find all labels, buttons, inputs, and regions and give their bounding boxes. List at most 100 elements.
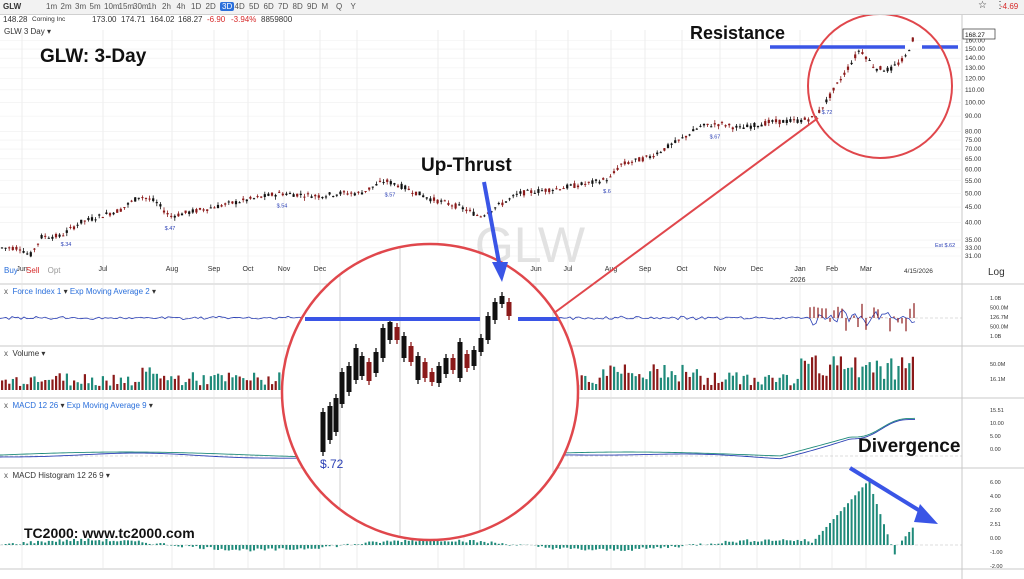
up-thrust-annotation: Up-Thrust <box>421 155 512 176</box>
candle-body <box>879 66 882 70</box>
volume-bar <box>87 383 90 390</box>
timeframe-2h[interactable]: 2h <box>162 2 171 11</box>
hist-bar <box>663 545 666 547</box>
timeframe-10m[interactable]: 10m <box>104 2 120 11</box>
buy-button[interactable]: Buy <box>4 266 18 275</box>
high-value: 174.71 <box>121 15 146 24</box>
hist-bar <box>51 540 54 545</box>
chart-title-label[interactable]: GLW 3 Day ▾ <box>4 27 51 36</box>
timeframe-8d[interactable]: 8D <box>292 2 303 11</box>
timeframe-30m[interactable]: 30m <box>133 2 149 11</box>
timeframe-1m[interactable]: 1m <box>46 2 58 11</box>
hist-bar <box>55 541 57 545</box>
volume-label[interactable]: x Volume ▾ <box>4 349 46 358</box>
hist-bar <box>22 542 25 545</box>
hist-bar <box>541 545 543 547</box>
candle-body <box>900 58 904 62</box>
candle-body <box>681 137 684 139</box>
timeframe-1d[interactable]: 1D <box>191 2 202 11</box>
price-tick-label: 80.00 <box>965 129 982 136</box>
sell-button[interactable]: Sell <box>26 266 40 275</box>
candle-body <box>436 199 439 204</box>
candle-body <box>130 200 133 202</box>
volume-bar <box>699 375 702 390</box>
timeframe-7d[interactable]: 7D <box>278 2 289 11</box>
volume-bar <box>119 377 122 390</box>
timeframe-6d[interactable]: 6D <box>263 2 274 11</box>
macd-hist-axis-label: -1.00 <box>990 550 1003 556</box>
timeframe-2m[interactable]: 2m <box>60 2 72 11</box>
candle-body <box>346 193 349 195</box>
hist-bar <box>623 545 626 551</box>
volume-bar <box>76 382 79 390</box>
symbol-box[interactable]: GLW <box>3 2 21 11</box>
timeframe-9d[interactable]: 9D <box>307 2 318 11</box>
candle-body <box>512 195 515 197</box>
timeframe-m[interactable]: M <box>321 2 329 11</box>
zoom-candle <box>457 342 463 378</box>
candle-body <box>803 117 806 120</box>
hist-bar <box>325 545 327 547</box>
zoom-candle <box>359 356 365 376</box>
hist-bar <box>832 519 835 545</box>
menu-icon[interactable]: ⋮ <box>995 0 1005 11</box>
dividend-marker: $.67 <box>710 134 721 140</box>
time-tick-label: Jan <box>794 266 805 273</box>
timeframe-15m[interactable]: 15m <box>118 2 135 11</box>
volume-bar <box>47 379 50 390</box>
hist-bar <box>879 514 882 545</box>
candle-body <box>231 201 234 204</box>
volume-bar <box>69 385 72 390</box>
macd-label[interactable]: x MACD 12 26 ▾ Exp Moving Average 9 ▾ <box>4 401 153 410</box>
timeframe-5d[interactable]: 5D <box>249 2 260 11</box>
timeframe-2d[interactable]: 2D <box>205 2 216 11</box>
hist-bar <box>613 545 615 551</box>
hist-bar <box>418 539 421 545</box>
price-tick-label: 140.00 <box>965 55 985 62</box>
candle-body <box>504 201 508 203</box>
volume-bar <box>710 384 713 390</box>
hist-bar <box>148 543 151 545</box>
candle-body <box>116 209 119 213</box>
timeframe-5m[interactable]: 5m <box>89 2 101 11</box>
log-scale-label[interactable]: Log <box>988 267 1005 278</box>
hist-bar <box>69 541 72 545</box>
timeframe-3m[interactable]: 3m <box>75 2 87 11</box>
timeframe-1h[interactable]: 1h <box>147 2 157 11</box>
candle-body <box>15 246 18 250</box>
candle-body <box>558 189 562 191</box>
candle-body <box>51 236 54 239</box>
timeframe-3d[interactable]: 3D <box>220 2 235 11</box>
force-index-label[interactable]: x Force Index 1 ▾ Exp Moving Average 2 ▾ <box>4 287 156 296</box>
star-icon[interactable]: ☆ <box>978 0 987 11</box>
time-tick-label: Feb <box>826 266 838 273</box>
hist-bar <box>883 524 885 545</box>
timeframe-q[interactable]: Q <box>336 2 343 11</box>
hist-bar <box>839 511 842 545</box>
last-price: 148.28 <box>3 15 28 24</box>
timeframe-4h[interactable]: 4h <box>176 2 186 11</box>
opt-button[interactable]: Opt <box>47 266 61 275</box>
candle-body <box>666 144 670 148</box>
hist-bar <box>217 545 219 550</box>
candle-body <box>0 247 4 249</box>
zoom-circle <box>280 242 580 542</box>
hist-bar <box>641 545 644 548</box>
time-tick-label: Oct <box>243 266 254 273</box>
volume-bar <box>249 380 252 390</box>
timeframe-y[interactable]: Y <box>350 2 356 11</box>
hist-bar <box>843 507 846 545</box>
zoom-candle <box>478 338 484 352</box>
macd-hist-label[interactable]: x MACD Histogram 12 26 9 ▾ <box>4 471 110 480</box>
hist-bar <box>821 530 824 545</box>
timeframe-4d[interactable]: 4D <box>234 2 245 11</box>
hist-bar <box>605 545 608 551</box>
date-marker: 4/15/2026 <box>904 268 933 275</box>
zoom-candle <box>429 372 435 382</box>
candle-body <box>562 188 565 190</box>
volume-bar <box>98 385 101 390</box>
volume-bar <box>764 376 767 390</box>
candle-body <box>396 185 400 188</box>
hist-bar <box>191 545 194 547</box>
